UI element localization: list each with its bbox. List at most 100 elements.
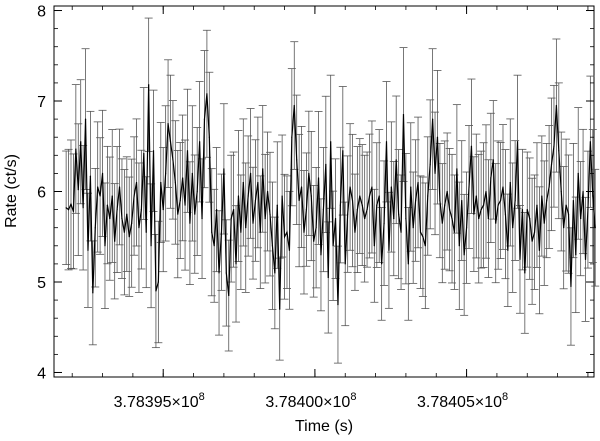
data-point [172, 159, 174, 161]
data-point [385, 141, 388, 143]
y-tick: 4 [37, 365, 594, 382]
data-point [87, 249, 89, 251]
data-point [538, 249, 540, 251]
data-point [165, 172, 167, 175]
data-point [283, 236, 286, 238]
y-axis-title: Rate (ct/s) [3, 154, 20, 228]
data-point [138, 227, 140, 229]
data-point [422, 236, 424, 238]
data-point [337, 304, 339, 306]
data-point [101, 172, 104, 175]
data-point [225, 272, 227, 274]
data-point [563, 227, 565, 229]
data-point [230, 218, 232, 220]
data-point [453, 231, 456, 233]
data-point [320, 254, 322, 256]
data-point [436, 136, 439, 138]
data-point [249, 172, 252, 175]
data-point [558, 150, 560, 152]
data-point [189, 222, 191, 224]
data-point [118, 186, 121, 188]
data-point [257, 181, 259, 184]
data-point [213, 245, 215, 247]
data-point [378, 195, 380, 197]
y-tick-label: 8 [37, 4, 46, 21]
data-point [157, 281, 159, 283]
data-point [191, 172, 193, 175]
data-point [553, 145, 555, 147]
data-point [446, 190, 448, 193]
data-point [366, 208, 368, 211]
data-point [410, 186, 412, 188]
data-point [373, 245, 375, 247]
data-point [201, 218, 203, 220]
data-point [228, 294, 230, 297]
data-point [128, 236, 130, 238]
data-point [286, 231, 288, 233]
data-point [502, 186, 504, 188]
x-tick-label: 3.78400×108 [265, 391, 356, 411]
data-point [186, 150, 189, 152]
data-point [451, 218, 453, 220]
data-point [194, 213, 196, 215]
data-point [77, 189, 79, 191]
data-point [94, 227, 96, 229]
data-point [82, 207, 84, 209]
data-point [99, 195, 101, 197]
data-point [439, 199, 441, 202]
data-point [179, 199, 181, 202]
data-point [242, 181, 244, 184]
data-point [415, 199, 417, 202]
data-point [104, 245, 106, 247]
data-point [383, 222, 385, 224]
data-point [109, 218, 111, 220]
data-point [531, 240, 533, 242]
data-point [106, 204, 108, 206]
data-point [400, 231, 402, 233]
data-point [342, 150, 344, 152]
data-point [567, 213, 570, 215]
data-point [308, 172, 310, 175]
data-point [458, 245, 460, 247]
data-point [123, 231, 125, 233]
data-point [473, 213, 475, 215]
data-point [402, 113, 405, 116]
data-point [121, 218, 123, 220]
data-point [546, 199, 548, 202]
data-point [334, 218, 337, 220]
data-point [504, 213, 507, 215]
data-point [199, 141, 201, 143]
data-point [276, 204, 278, 206]
data-point [521, 208, 524, 211]
data-point [349, 186, 351, 188]
data-point [407, 263, 409, 265]
data-point [376, 204, 378, 206]
data-point [296, 159, 298, 161]
data-point [252, 222, 254, 224]
data-point [182, 177, 184, 179]
data-point [444, 204, 446, 206]
data-point [220, 231, 223, 233]
data-point [145, 231, 147, 233]
data-point [395, 159, 397, 161]
data-point [470, 145, 473, 147]
y-tick-label: 5 [37, 275, 46, 292]
data-point [206, 93, 208, 95]
x-axis-title: Time (s) [295, 418, 353, 435]
data-point [162, 208, 164, 211]
data-point [543, 222, 545, 224]
data-point [482, 204, 485, 206]
data-point [412, 227, 414, 229]
data-point [478, 218, 480, 220]
data-point [417, 181, 419, 184]
data-point [75, 148, 77, 150]
x-tick-label: 3.78405×108 [417, 391, 508, 411]
data-point [570, 285, 572, 288]
data-point [354, 231, 356, 233]
data-point [589, 141, 591, 143]
data-point [216, 208, 218, 211]
data-point [456, 168, 458, 170]
data-point [448, 208, 451, 211]
data-point [271, 245, 274, 247]
data-point [89, 175, 92, 177]
